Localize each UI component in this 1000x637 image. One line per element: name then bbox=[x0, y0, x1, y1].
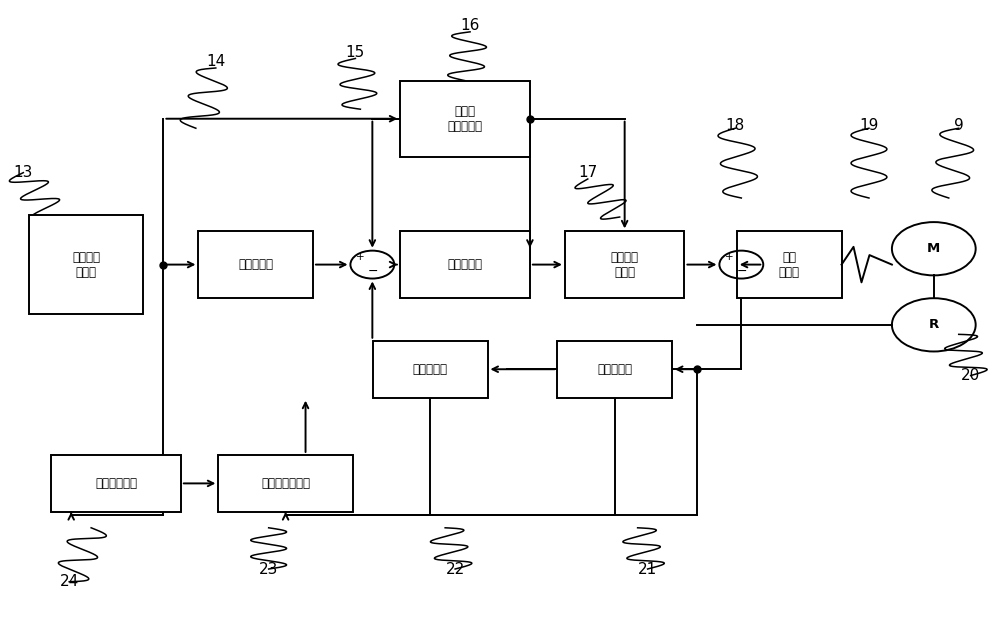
Text: 18: 18 bbox=[726, 118, 745, 132]
Text: R: R bbox=[929, 318, 939, 331]
Text: 带刚度估计部: 带刚度估计部 bbox=[95, 477, 137, 490]
Text: 17: 17 bbox=[578, 165, 597, 180]
Bar bbox=[373, 341, 488, 397]
Text: −: − bbox=[368, 265, 379, 278]
Text: 16: 16 bbox=[460, 18, 480, 33]
Bar bbox=[198, 231, 313, 298]
Text: 14: 14 bbox=[206, 54, 225, 69]
Text: 19: 19 bbox=[859, 118, 879, 132]
Text: 推压用
电流指令部: 推压用 电流指令部 bbox=[448, 104, 483, 132]
Text: +: + bbox=[725, 252, 734, 262]
Bar bbox=[29, 215, 143, 314]
Text: 速度控制部: 速度控制部 bbox=[448, 258, 483, 271]
Text: 23: 23 bbox=[259, 562, 278, 576]
Bar bbox=[565, 231, 684, 298]
Text: 20: 20 bbox=[961, 368, 980, 383]
Text: 滤波处理部: 滤波处理部 bbox=[413, 362, 448, 376]
Text: 9: 9 bbox=[954, 118, 964, 132]
Text: 21: 21 bbox=[638, 562, 657, 576]
Text: 24: 24 bbox=[60, 574, 79, 589]
Bar bbox=[400, 231, 530, 298]
Text: M: M bbox=[927, 242, 940, 255]
Bar bbox=[400, 81, 530, 157]
Bar bbox=[737, 231, 842, 298]
Bar bbox=[51, 455, 181, 512]
Text: 电流指令
切换部: 电流指令 切换部 bbox=[611, 250, 639, 278]
Text: 电流
控制部: 电流 控制部 bbox=[779, 250, 800, 278]
Text: 22: 22 bbox=[446, 562, 465, 576]
Text: 速度指令部: 速度指令部 bbox=[238, 258, 273, 271]
Text: 13: 13 bbox=[14, 165, 33, 180]
Bar bbox=[218, 455, 353, 512]
Text: +: + bbox=[356, 252, 365, 262]
Text: 开闭动作
选择部: 开闭动作 选择部 bbox=[72, 250, 100, 278]
Text: 阻断频率决定部: 阻断频率决定部 bbox=[261, 477, 310, 490]
Bar bbox=[557, 341, 672, 397]
Text: 速度运算部: 速度运算部 bbox=[597, 362, 632, 376]
Text: 15: 15 bbox=[346, 45, 365, 60]
Text: −: − bbox=[737, 265, 748, 278]
